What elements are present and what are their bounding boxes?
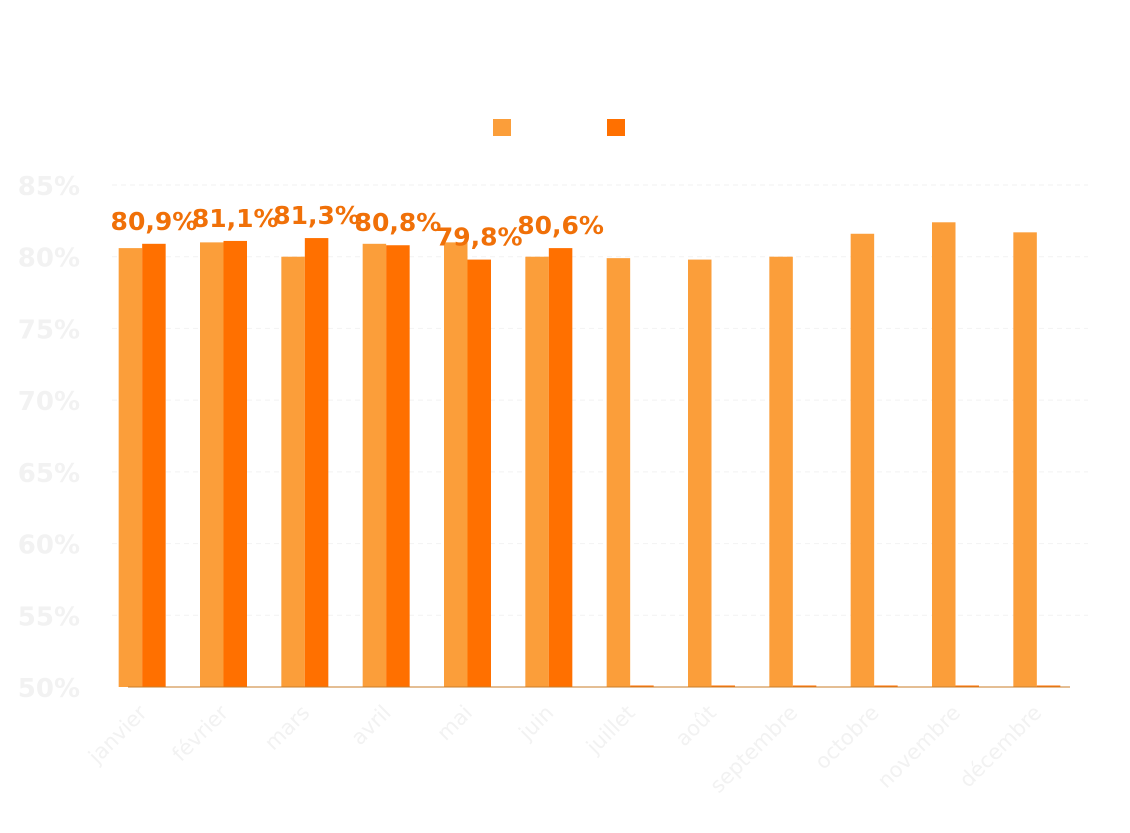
y-tick-label: 85% <box>18 172 80 202</box>
x-tick-label: décembre <box>955 701 1047 793</box>
data-labels: 80,9%81,1%81,3%80,8%79,8%80,6% <box>111 201 604 252</box>
bar-series-2[interactable] <box>548 248 573 687</box>
bar-series-1[interactable] <box>362 243 387 687</box>
bar-series-1[interactable] <box>444 242 468 687</box>
y-tick-label: 60% <box>18 531 80 561</box>
bar-series-1[interactable] <box>525 256 549 687</box>
data-label: 81,3% <box>273 201 360 230</box>
bar-series-2[interactable] <box>304 238 329 687</box>
baseline <box>128 685 1070 688</box>
bar-series-1[interactable] <box>1013 232 1037 687</box>
y-tick-label: 70% <box>18 387 80 417</box>
x-tick-label: février <box>167 700 233 766</box>
legend[interactable] <box>493 119 625 136</box>
x-tick-label: août <box>671 701 721 751</box>
bar-series-1[interactable] <box>118 248 143 687</box>
bar-series-1[interactable] <box>850 233 875 687</box>
x-tick-label: octobre <box>810 701 883 774</box>
x-tick-label: novembre <box>873 701 965 793</box>
data-label: 80,8% <box>355 208 442 237</box>
bar-series-2[interactable] <box>386 245 410 688</box>
bar-series-1[interactable] <box>200 242 224 687</box>
bars <box>118 222 1037 688</box>
data-label: 80,6% <box>517 211 604 240</box>
y-tick-label: 65% <box>18 459 80 489</box>
bar-series-2[interactable] <box>467 259 492 687</box>
bar-series-1[interactable] <box>769 256 793 687</box>
x-tick-label: mars <box>260 701 314 755</box>
data-label: 80,9% <box>111 207 198 236</box>
x-tick-label: juillet <box>581 701 640 760</box>
x-tick-label: septembre <box>705 701 802 798</box>
y-tick-label: 75% <box>18 315 80 345</box>
data-label: 81,1% <box>192 204 279 233</box>
empty-bar-marker <box>711 685 735 687</box>
legend-swatch-series-2[interactable] <box>607 119 625 136</box>
empty-bar-marker <box>630 685 654 687</box>
x-tick-label: janvier <box>83 700 152 769</box>
bar-series-1[interactable] <box>606 258 631 687</box>
empty-bar-marker <box>792 685 817 687</box>
y-axis: 50% 55% 60% 65% 70% 75% 80% 85% <box>18 172 80 704</box>
bar-series-2[interactable] <box>142 243 166 687</box>
x-tick-label: mai <box>432 701 477 746</box>
empty-bar-marker <box>955 685 979 687</box>
y-tick-label: 80% <box>18 244 80 274</box>
bar-series-1[interactable] <box>281 256 305 687</box>
y-tick-label: 55% <box>18 602 80 632</box>
x-tick-label: juin <box>514 701 559 746</box>
x-tick-label: avril <box>346 701 395 750</box>
empty-bar-marker <box>1036 685 1061 687</box>
y-tick-label: 50% <box>18 674 80 704</box>
bar-series-1[interactable] <box>932 222 956 687</box>
x-axis: janvier février mars avril mai juin juillet aoû… <box>83 700 1046 797</box>
empty-bar-marker <box>874 685 898 687</box>
bar-series-1[interactable] <box>688 259 712 687</box>
legend-swatch-series-1[interactable] <box>493 119 511 136</box>
gridlines <box>112 184 1088 616</box>
bar-series-2[interactable] <box>223 240 248 688</box>
data-label: 79,8% <box>436 223 523 252</box>
